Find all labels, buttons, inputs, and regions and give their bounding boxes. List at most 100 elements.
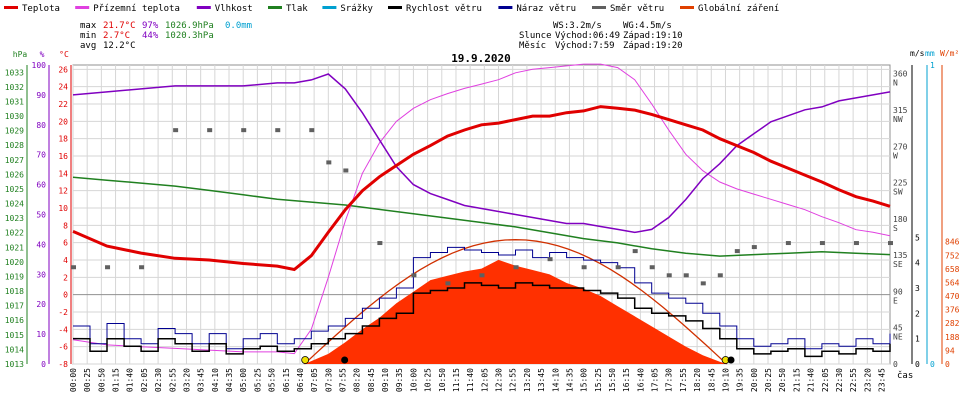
axis-temp-tick-16: 24 bbox=[58, 83, 68, 92]
axis-dir-tick-5: 225 bbox=[893, 179, 908, 188]
x-tick-35: 14:35 bbox=[565, 368, 574, 392]
series-wind-dir-point bbox=[785, 241, 791, 246]
axis-dir-sub-8: N bbox=[893, 79, 898, 88]
axis-pct-tick-1: 10 bbox=[36, 330, 46, 339]
series-wind-dir-point bbox=[734, 249, 740, 254]
axis-pct-tick-0: 0 bbox=[41, 360, 46, 369]
x-tick-14: 05:50 bbox=[268, 368, 277, 392]
x-tick-51: 21:15 bbox=[792, 368, 801, 392]
axis-dir-sub-4: S bbox=[893, 224, 898, 233]
axis-dir-tick-1: 45 bbox=[893, 324, 903, 333]
axis-dir-tick-4: 180 bbox=[893, 215, 908, 224]
legend-swatch-5 bbox=[388, 6, 402, 9]
legend-label-4: Srážky bbox=[340, 4, 373, 14]
axis-mm-label: mm bbox=[925, 49, 935, 58]
moonset-marker bbox=[727, 356, 735, 364]
x-tick-25: 10:25 bbox=[424, 368, 433, 392]
x-tick-43: 17:55 bbox=[679, 368, 688, 392]
axis-wm-tick-9: 846 bbox=[945, 238, 960, 247]
x-tick-3: 01:15 bbox=[112, 368, 121, 392]
axis-wm-tick-3: 282 bbox=[945, 319, 960, 328]
legend-label-7: Směr větru bbox=[610, 4, 664, 14]
axis-pct-tick-2: 20 bbox=[36, 300, 46, 309]
axis-temp-tick-14: 20 bbox=[58, 117, 68, 126]
axis-temp-tick-2: -4 bbox=[58, 325, 68, 334]
axis-temp-tick-1: -6 bbox=[58, 343, 68, 352]
plot-area bbox=[71, 63, 893, 365]
axis-pct-tick-3: 30 bbox=[36, 270, 46, 279]
axis-hpa-tick-8: 1021 bbox=[5, 243, 24, 252]
axis-wm-tick-8: 752 bbox=[945, 251, 960, 260]
axis-temp-tick-7: 6 bbox=[63, 239, 68, 248]
axis-temp-tick-13: 18 bbox=[58, 135, 68, 144]
legend-swatch-8 bbox=[680, 6, 694, 9]
stats-max-label: max bbox=[80, 21, 97, 31]
axis-hpa-tick-3: 1016 bbox=[5, 316, 24, 325]
axis-hpa-tick-20: 1033 bbox=[5, 68, 24, 77]
axis-hpa-tick-19: 1032 bbox=[5, 83, 24, 92]
info-sun: Slunce bbox=[519, 31, 552, 41]
x-tick-40: 16:40 bbox=[636, 368, 645, 392]
stats-block: max 21.7°C 97% 1026.9hPa 0.0mm min 2.7°C… bbox=[80, 21, 252, 51]
x-tick-34: 14:10 bbox=[551, 368, 560, 392]
chart-title: 19.9.2020 bbox=[451, 52, 511, 65]
series-wind-dir-point bbox=[547, 257, 553, 262]
series-wind-dir-point bbox=[513, 265, 519, 270]
x-tick-26: 10:50 bbox=[438, 368, 447, 392]
axis-dir-sub-3: SE bbox=[893, 260, 903, 269]
stats-max-press: 1026.9hPa bbox=[165, 21, 214, 31]
axis-temp-tick-3: -2 bbox=[58, 308, 68, 317]
series-wind-speed-line bbox=[72, 282, 891, 358]
axis-dir-sub-2: E bbox=[893, 296, 898, 305]
axis-wm-tick-7: 658 bbox=[945, 265, 960, 274]
axis-wm-tick-5: 470 bbox=[945, 292, 960, 301]
axis-pct-tick-5: 50 bbox=[36, 211, 46, 220]
x-tick-22: 09:10 bbox=[381, 368, 390, 392]
series-wind-dir-point bbox=[615, 265, 621, 270]
series-wind-dir-point bbox=[207, 128, 213, 133]
axis-dir-sub-1: NE bbox=[893, 333, 903, 342]
x-tick-16: 06:40 bbox=[296, 368, 305, 392]
axis-dir-tick-2: 90 bbox=[893, 287, 903, 296]
series-ground-temp-line bbox=[72, 63, 891, 355]
series-humidity-line bbox=[72, 73, 891, 234]
info-ws: WS:3.2m/s bbox=[553, 21, 602, 31]
series-wind-dir-point bbox=[853, 241, 859, 246]
axis-hpa-tick-6: 1019 bbox=[5, 272, 24, 281]
series-wind-dir-point bbox=[632, 249, 638, 254]
axis-hpa-tick-12: 1025 bbox=[5, 185, 24, 194]
axis-temp-tick-8: 8 bbox=[63, 221, 68, 230]
x-tick-53: 22:05 bbox=[821, 368, 830, 392]
x-tick-5: 02:05 bbox=[140, 368, 149, 392]
x-tick-27: 11:15 bbox=[452, 368, 461, 392]
series-wind-dir-point bbox=[581, 265, 587, 270]
stats-max-temp: 21.7°C bbox=[103, 21, 136, 31]
series-pressure-line bbox=[72, 176, 891, 257]
x-tick-8: 03:20 bbox=[182, 368, 191, 392]
legend-swatch-3 bbox=[268, 6, 282, 9]
axis-hpa-tick-18: 1031 bbox=[5, 97, 24, 106]
axis-dir-tick-7: 315 bbox=[893, 106, 908, 115]
x-tick-9: 03:45 bbox=[197, 368, 206, 392]
axis-pct-label: % bbox=[40, 50, 45, 59]
series-wind-dir-point bbox=[819, 241, 825, 246]
stats-max-rain: 0.0mm bbox=[225, 21, 252, 31]
x-tick-46: 19:10 bbox=[721, 368, 730, 392]
legend-swatch-0 bbox=[4, 6, 18, 9]
axis-temp-tick-10: 12 bbox=[58, 187, 68, 196]
series-wind-dir-point bbox=[105, 265, 111, 270]
axis-hpa-tick-10: 1023 bbox=[5, 214, 24, 223]
stats-max-hum: 97% bbox=[142, 21, 159, 31]
x-tick-12: 05:00 bbox=[239, 368, 248, 392]
x-tick-49: 20:25 bbox=[764, 368, 773, 392]
x-tick-2: 00:50 bbox=[97, 368, 106, 392]
x-tick-31: 12:55 bbox=[509, 368, 518, 392]
stats-avg-temp: 12.2°C bbox=[103, 41, 136, 51]
series-wind-dir-point bbox=[275, 128, 281, 133]
legend-swatch-7 bbox=[592, 6, 606, 9]
series-wind-dir-point bbox=[888, 241, 893, 246]
series-wind-dir-point bbox=[71, 265, 76, 270]
axis-hpa-tick-13: 1026 bbox=[5, 170, 24, 179]
axis-temp-tick-4: 0 bbox=[63, 291, 68, 300]
legend: Teplota Přízemní teplota Vlhkost Tlak Srážky… bbox=[4, 4, 779, 14]
